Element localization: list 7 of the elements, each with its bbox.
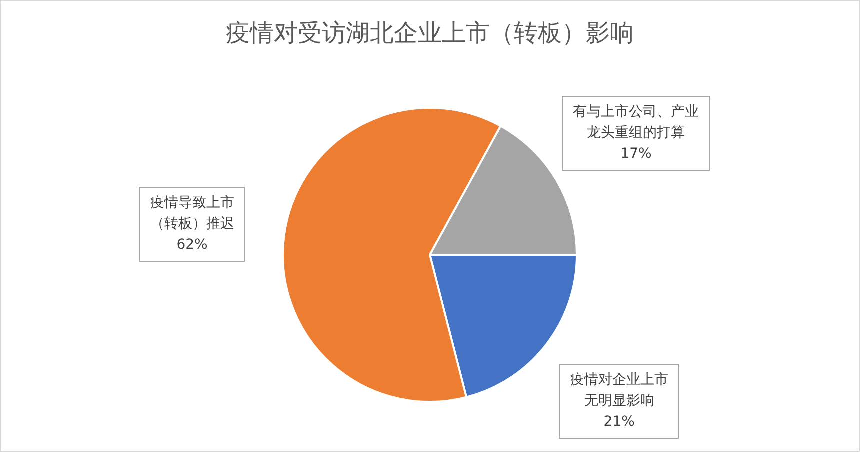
data-label: 21% — [602, 413, 636, 432]
slice-label: 疫情导致上市（转板）推迟 — [150, 194, 234, 234]
data-label: 17% — [620, 144, 653, 164]
slice-label: 有与上市公司、产业龙头重组的打算 — [573, 102, 700, 143]
slice-label: 疫情对企业上市无明显影响 — [570, 371, 668, 412]
data-label: 62% — [176, 236, 209, 256]
chart-title: 疫情对受访湖北企业上市（转板）影响 — [225, 18, 635, 49]
